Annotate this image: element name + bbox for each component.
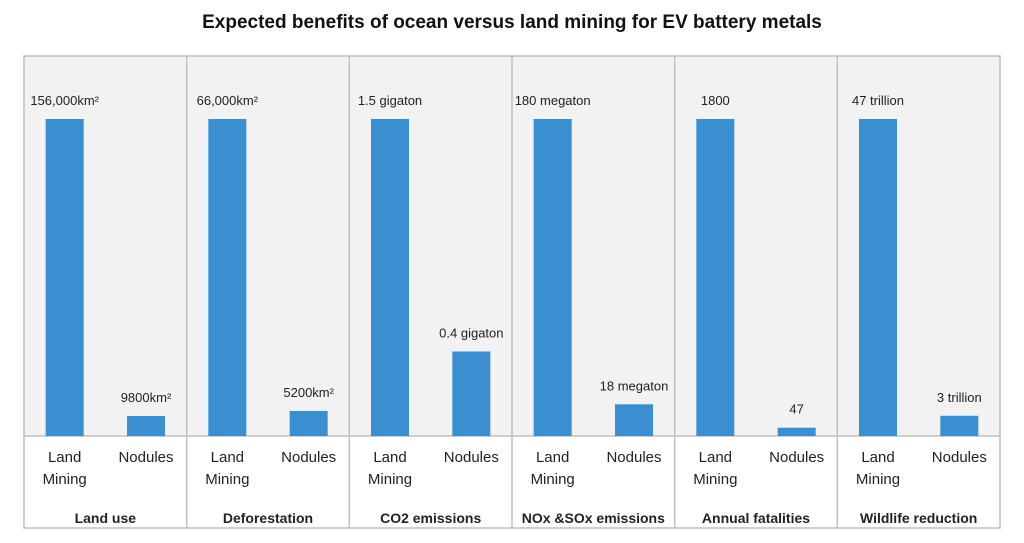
category-label-nodules: Nodules [118, 449, 173, 466]
chart-title: Expected benefits of ocean versus land m… [202, 12, 822, 33]
group-label: CO2 emissions [380, 510, 481, 526]
data-label: 66,000km² [197, 93, 259, 108]
category-label-land-mining: Mining [856, 471, 900, 488]
group-label: Wildlife reduction [860, 510, 977, 526]
category-label-land-mining: Land [536, 449, 569, 466]
category-label-land-mining: Land [48, 449, 81, 466]
category-label-nodules: Nodules [444, 449, 499, 466]
bar-nodules [615, 404, 653, 436]
group-label: Land use [75, 510, 137, 526]
bar-nodules [289, 410, 328, 436]
data-label: 1800 [701, 93, 730, 108]
data-label: 180 megaton [515, 93, 591, 108]
category-label-land-mining: Land [861, 449, 894, 466]
group-label: Annual fatalities [702, 510, 810, 526]
group-label: NOx &SOx emissions [522, 510, 665, 526]
bar-land-mining [371, 119, 409, 436]
group-label: Deforestation [223, 510, 313, 526]
data-label: 1.5 gigaton [358, 93, 422, 108]
data-label: 47 trillion [852, 93, 904, 108]
category-label-land-mining: Mining [531, 471, 575, 488]
category-label-nodules: Nodules [606, 449, 661, 466]
data-label: 0.4 gigaton [439, 325, 503, 340]
bar-nodules [452, 351, 491, 436]
data-label: 3 trillion [937, 390, 982, 405]
category-label-land-mining: Land [699, 449, 732, 466]
category-label-land-mining: Mining [693, 471, 737, 488]
data-label: 156,000km² [30, 93, 99, 108]
category-label-land-mining: Mining [368, 471, 412, 488]
data-label: 18 megaton [600, 378, 669, 393]
bar-nodules [940, 415, 979, 436]
category-label-land-mining: Land [373, 449, 406, 466]
category-label-land-mining: Land [211, 449, 244, 466]
data-label: 47 [789, 402, 803, 417]
bar-land-mining [208, 119, 247, 436]
bar-land-mining [696, 119, 735, 436]
data-label: 5200km² [283, 385, 334, 400]
data-label: 9800km² [121, 390, 172, 405]
category-label-land-mining: Mining [43, 471, 87, 488]
category-label-nodules: Nodules [932, 449, 987, 466]
category-label-nodules: Nodules [281, 449, 336, 466]
category-label-nodules: Nodules [769, 449, 824, 466]
bar-land-mining [533, 119, 572, 436]
bar-land-mining [45, 119, 84, 436]
bar-nodules [777, 427, 816, 436]
bar-land-mining [859, 119, 897, 436]
category-label-land-mining: Mining [205, 471, 249, 488]
bar-nodules [127, 416, 165, 436]
